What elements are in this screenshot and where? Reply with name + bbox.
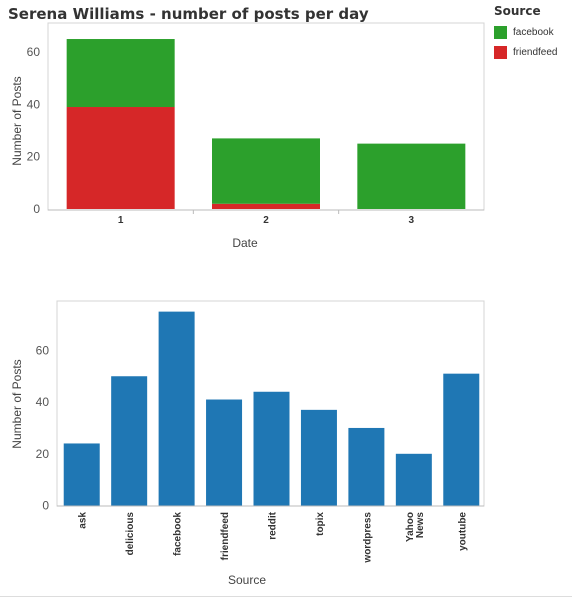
chart2-xtick-ask: ask [78,512,89,529]
legend-item-facebook[interactable]: facebook [494,22,572,42]
chart2-bar-reddit[interactable] [253,391,290,506]
chart-posts-by-source: 0 20 40 60 ask delicious facebook friendfeed re… [10,300,485,587]
chart2-bar-friendfeed[interactable] [206,399,243,506]
chart2-bar-youtube[interactable] [443,373,480,506]
chart2-ylabel: Number of Posts [10,359,24,448]
legend-title: Source [494,4,541,18]
legend-swatch-facebook [494,25,507,39]
legend-label-friendfeed: friendfeed [513,46,558,58]
chart-title: Serena Williams - number of posts per da… [8,5,369,23]
chart2-ytick-40: 40 [36,395,50,409]
legend-swatch-friendfeed [494,45,507,59]
chart2-xtick-wordpress: wordpress [362,512,373,564]
chart1-bar-friendfeed-1[interactable] [66,107,175,209]
chart2-ytick-20: 20 [36,447,50,461]
chart1-ytick-60: 60 [27,45,41,59]
chart1-ytick-20: 20 [27,150,41,164]
chart1-bar-facebook-3[interactable] [357,143,466,209]
chart-posts-per-day: 0 20 40 60 1 2 3 Number of Posts Date [10,22,485,250]
chart2-xtick-reddit: reddit [268,511,279,539]
chart2-ytick-0: 0 [42,499,49,513]
chart1-ytick-40: 40 [27,97,41,111]
chart1-ytick-0: 0 [33,202,40,216]
chart2-ytick-60: 60 [36,343,50,357]
chart2-bar-facebook[interactable] [158,311,195,506]
chart2-xtick-friendfeed: friendfeed [220,512,231,560]
chart1-ylabel: Number of Posts [10,76,24,165]
bottom-divider [0,596,572,597]
chart2-xtick-facebook: facebook [173,512,184,556]
chart2-xtick-topix: topix [315,512,326,536]
legend-item-friendfeed[interactable]: friendfeed [494,42,572,62]
chart1-xlabel: Date [232,236,258,250]
chart1-xtick-1: 1 [118,215,124,226]
chart2-bar-yahoo-news[interactable] [395,453,432,506]
chart1-bar-facebook-2[interactable] [212,138,320,204]
chart2-xtick-yahoo-news: YahooNews [405,512,426,542]
chart2-bar-wordpress[interactable] [348,427,385,506]
chart2-xtick-youtube: youtube [457,512,468,551]
chart1-bar-friendfeed-2[interactable] [212,203,320,209]
chart1-bar-facebook-1[interactable] [66,39,175,108]
chart1-xtick-2: 2 [263,215,269,226]
chart2-xlabel: Source [228,573,266,587]
chart1-xtick-3: 3 [409,215,415,226]
chart2-xtick-delicious: delicious [125,512,136,556]
chart2-bar-topix[interactable] [300,409,337,506]
legend: Source facebook friendfeed [494,4,572,62]
chart2-bar-delicious[interactable] [111,376,148,506]
chart2-bar-ask[interactable] [63,443,100,506]
legend-label-facebook: facebook [513,26,554,38]
